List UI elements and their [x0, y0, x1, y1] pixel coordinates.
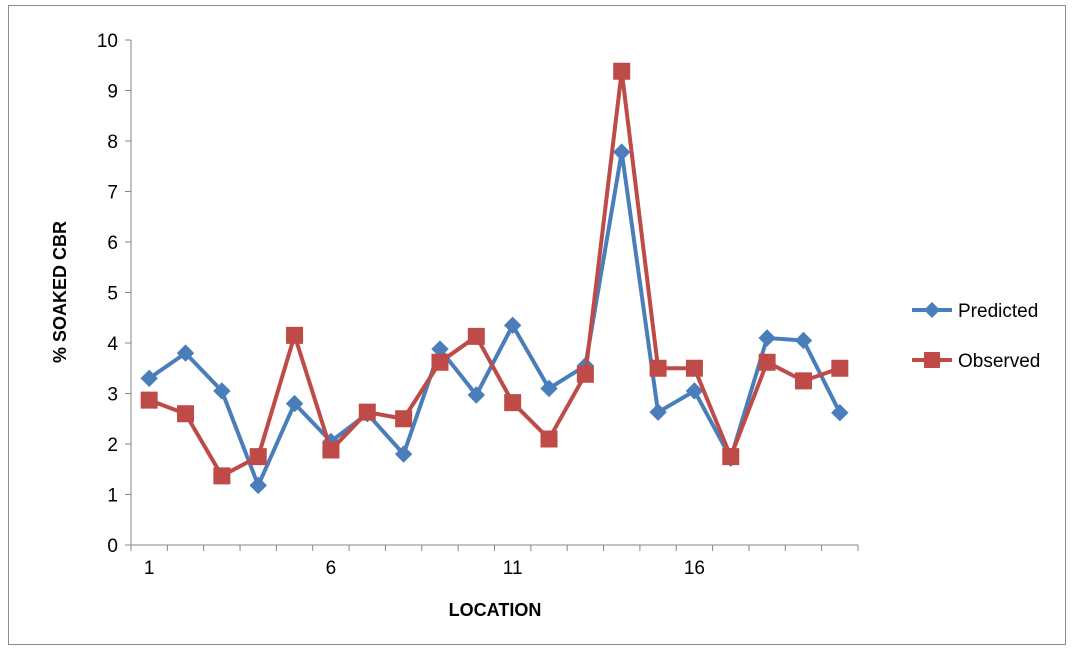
data-point-predicted [467, 386, 486, 404]
y-tick-label: 10 [97, 31, 118, 52]
data-point-observed [685, 359, 703, 377]
data-point-predicted [831, 403, 849, 422]
legend-item-predicted: Predicted [912, 301, 1038, 322]
series-layer [140, 62, 849, 495]
data-point-observed [213, 467, 231, 485]
data-point-observed [794, 372, 812, 390]
data-point-observed [322, 441, 340, 459]
data-point-predicted [540, 379, 558, 398]
data-point-predicted [503, 316, 522, 335]
x-tick-label: 16 [684, 558, 705, 579]
x-axis-title: LOCATION [449, 600, 542, 620]
series-line-predicted [148, 150, 842, 488]
data-point-observed [831, 359, 849, 377]
data-point-predicted [140, 369, 158, 388]
data-point-predicted [249, 476, 267, 495]
y-tick-label: 2 [107, 435, 118, 456]
data-point-predicted [213, 382, 231, 400]
data-point-predicted [613, 143, 631, 161]
data-point-observed [395, 410, 413, 428]
y-axis-title: % SOAKED CBR [50, 221, 70, 363]
y-tick-label: 4 [107, 334, 118, 355]
y-tick-label: 6 [107, 233, 118, 254]
data-point-observed [177, 405, 195, 423]
data-point-predicted [285, 394, 304, 413]
x-tick-label: 1 [144, 558, 155, 579]
data-point-observed [613, 62, 631, 80]
y-tick-label: 1 [107, 486, 118, 507]
chart-frame [8, 5, 1066, 645]
data-point-predicted [649, 403, 667, 421]
data-point-observed [722, 448, 740, 466]
data-point-observed [467, 327, 485, 345]
data-point-observed [540, 430, 558, 448]
data-point-predicted [758, 329, 776, 347]
x-tick-label: 11 [503, 558, 523, 579]
y-tick-label: 9 [107, 82, 118, 103]
series-predicted [140, 143, 849, 495]
legend-label-predicted: Predicted [958, 301, 1038, 322]
data-point-predicted [394, 445, 413, 463]
legend-item-observed: Observed [912, 351, 1040, 372]
legend-label-observed: Observed [958, 351, 1040, 372]
data-point-predicted [794, 331, 813, 350]
legend-marker-observed [924, 352, 940, 368]
data-point-observed [140, 391, 158, 409]
data-point-observed [504, 394, 522, 412]
data-point-predicted [685, 382, 704, 400]
y-tick-label: 0 [107, 536, 118, 557]
data-point-observed [576, 365, 594, 383]
data-point-observed [358, 403, 376, 421]
data-point-observed [249, 448, 267, 466]
y-tick-label: 8 [107, 132, 118, 153]
data-point-observed [286, 326, 304, 344]
data-point-observed [649, 359, 667, 377]
y-tick-label: 3 [107, 385, 118, 406]
data-point-predicted [176, 344, 195, 362]
series-line-observed [148, 69, 841, 478]
y-tick-label: 7 [107, 183, 118, 204]
data-point-observed [758, 353, 776, 371]
legend: Predicted Observed [912, 301, 1040, 372]
y-tick-label: 5 [107, 284, 118, 305]
data-point-observed [431, 353, 449, 371]
legend-marker-predicted [924, 302, 940, 318]
series-observed [140, 62, 849, 485]
x-tick-label: 6 [326, 558, 337, 579]
